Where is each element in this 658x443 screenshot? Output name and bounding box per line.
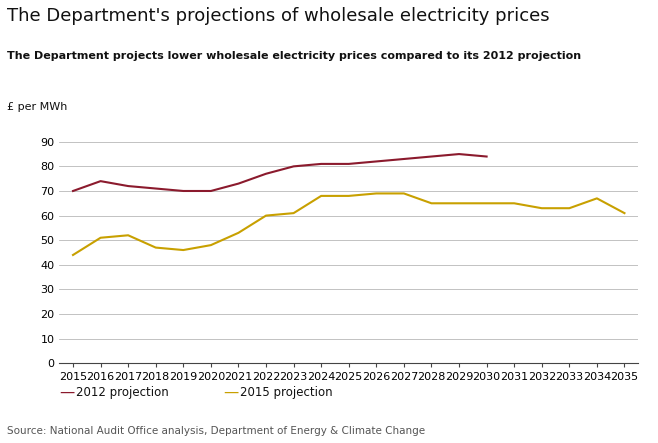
2015 projection <box>538 206 545 211</box>
2015 projection <box>180 247 188 253</box>
2015 projection <box>565 206 573 211</box>
2015 projection <box>234 230 242 236</box>
2015 projection <box>290 210 297 216</box>
Text: 2015 projection: 2015 projection <box>240 385 333 399</box>
2015 projection <box>510 201 518 206</box>
Text: £ per MWh: £ per MWh <box>7 102 67 112</box>
2015 projection <box>428 201 436 206</box>
2015 projection <box>483 201 491 206</box>
2012 projection <box>180 188 188 194</box>
Text: The Department's projections of wholesale electricity prices: The Department's projections of wholesal… <box>7 7 549 25</box>
2015 projection <box>69 253 77 258</box>
2012 projection <box>124 183 132 189</box>
2012 projection <box>152 186 160 191</box>
2012 projection <box>483 154 491 159</box>
2012 projection <box>317 161 325 167</box>
Text: Source: National Audit Office analysis, Department of Energy & Climate Change: Source: National Audit Office analysis, … <box>7 426 424 436</box>
2012 projection <box>372 159 380 164</box>
2012 projection <box>234 181 242 186</box>
2015 projection <box>455 201 463 206</box>
2015 projection <box>345 193 353 198</box>
Line: 2015 projection: 2015 projection <box>73 194 624 255</box>
Text: —: — <box>59 385 74 400</box>
2015 projection <box>372 191 380 196</box>
Text: The Department projects lower wholesale electricity prices compared to its 2012 : The Department projects lower wholesale … <box>7 51 581 61</box>
2015 projection <box>97 235 105 241</box>
2015 projection <box>262 213 270 218</box>
2012 projection <box>69 188 77 194</box>
2015 projection <box>124 233 132 238</box>
Text: —: — <box>224 385 239 400</box>
2012 projection <box>207 188 215 194</box>
Line: 2012 projection: 2012 projection <box>73 154 487 191</box>
2012 projection <box>345 161 353 167</box>
2012 projection <box>290 164 297 169</box>
2015 projection <box>207 242 215 248</box>
2015 projection <box>593 196 601 201</box>
2015 projection <box>152 245 160 250</box>
2015 projection <box>620 210 628 216</box>
2012 projection <box>262 171 270 176</box>
2012 projection <box>428 154 436 159</box>
2015 projection <box>400 191 408 196</box>
2012 projection <box>455 152 463 157</box>
2012 projection <box>400 156 408 162</box>
Text: 2012 projection: 2012 projection <box>76 385 168 399</box>
2015 projection <box>317 193 325 198</box>
2012 projection <box>97 179 105 184</box>
